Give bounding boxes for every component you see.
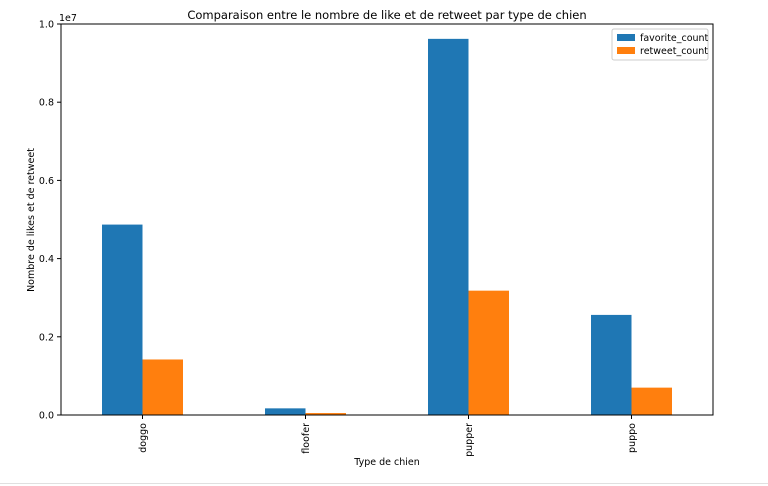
x-axis: doggo floofer pupper puppo	[138, 415, 638, 457]
divider	[0, 483, 768, 484]
legend-box	[611, 28, 709, 61]
y-tick-label: 0.4	[39, 254, 54, 265]
bar-retweet-count-puppo	[631, 387, 672, 415]
bar-favorite-count-floofer	[265, 408, 306, 415]
y-tick-label: 0.0	[39, 411, 54, 422]
y-tick-label: 0.6	[39, 176, 54, 187]
legend-label-retweet-count: retweet_count	[640, 46, 708, 57]
chart-title: Comparaison entre le nombre de like et d…	[187, 8, 586, 22]
legend-swatch-retweet-count	[617, 47, 635, 54]
legend: favorite_count retweet_count	[611, 28, 709, 61]
y-tick-label: 0.2	[39, 332, 54, 343]
x-axis-label: Type de chien	[353, 457, 419, 468]
bar-favorite-count-pupper	[428, 38, 469, 415]
legend-swatch-favorite-count	[617, 34, 635, 41]
x-tick-label-doggo: doggo	[138, 423, 149, 453]
y-axis-label: Nombre de likes et de retweet	[26, 148, 37, 292]
bar-favorite-count-doggo	[102, 224, 143, 415]
x-tick-label-puppo: puppo	[627, 423, 638, 453]
y-tick-label: 0.8	[39, 98, 54, 109]
bar-retweet-count-doggo	[142, 359, 183, 415]
y-tick-label: 1.0	[39, 20, 54, 31]
bars-layer	[102, 38, 672, 415]
x-tick-label-pupper: pupper	[464, 423, 475, 457]
bar-retweet-count-pupper	[468, 290, 509, 415]
bar-retweet-count-floofer	[305, 413, 346, 415]
x-tick-label-floofer: floofer	[301, 423, 312, 454]
y-axis-scale-note: 1e7	[59, 13, 77, 24]
y-axis: 0.0 0.2 0.4 0.6 0.8 1.0	[39, 20, 61, 422]
legend-label-favorite-count: favorite_count	[640, 33, 709, 44]
plot-area-frame	[60, 23, 714, 416]
bar-favorite-count-puppo	[591, 314, 632, 415]
